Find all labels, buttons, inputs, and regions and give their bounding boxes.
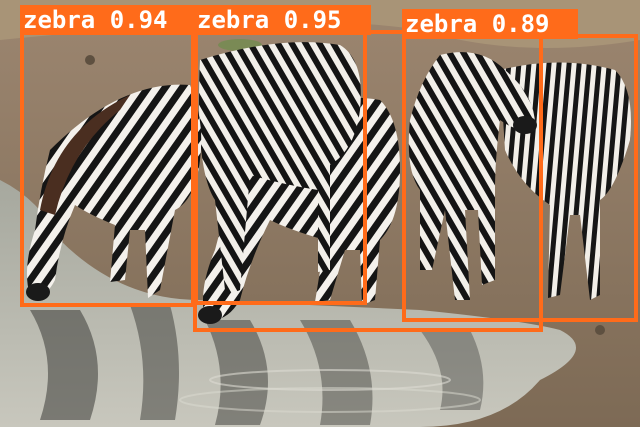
detection-label: zebra 0.89 (402, 9, 578, 39)
detection-label: zebra 0.94 (20, 5, 195, 35)
detection-box[interactable] (20, 29, 195, 307)
detection-box[interactable] (402, 34, 638, 322)
detection-label: zebra 0.95 (194, 5, 371, 35)
